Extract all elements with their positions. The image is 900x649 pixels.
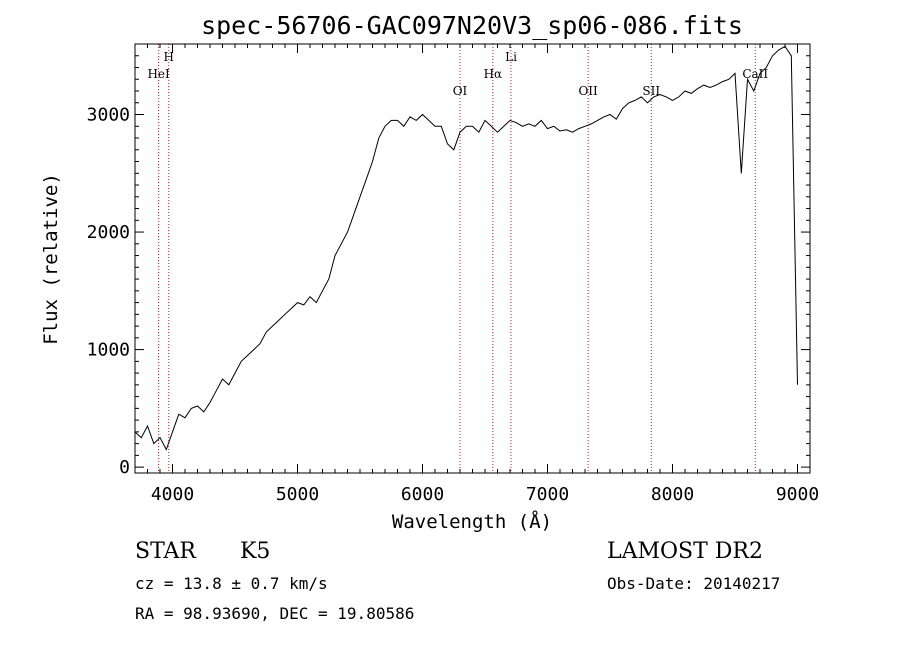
obs-date: Obs-Date: 20140217 — [607, 574, 780, 593]
x-tick-label: 4000 — [151, 484, 194, 505]
spectrum-line — [134, 45, 798, 451]
object-type: STAR — [135, 539, 197, 564]
x-axis-label: Wavelength (Å) — [392, 510, 552, 533]
y-tick-label: 1000 — [87, 340, 130, 361]
x-axis-ticks: 4000 5000 6000 7000 8000 9000 — [147, 44, 819, 505]
plot-frame — [134, 43, 811, 474]
y-axis-label: Flux (relative) — [40, 173, 62, 345]
x-tick-label: 6000 — [401, 484, 444, 505]
line-marker-label: CaII — [742, 67, 768, 81]
line-marker-label: SII — [642, 84, 660, 98]
line-marker-label: OII — [578, 84, 598, 98]
subclass: K5 — [240, 539, 270, 564]
x-tick-label: 5000 — [276, 484, 319, 505]
coordinates: RA = 98.93690, DEC = 19.80586 — [135, 604, 414, 623]
x-tick-label: 8000 — [651, 484, 694, 505]
y-tick-label: 0 — [119, 457, 130, 478]
chart-title: spec-56706-GAC097N20V3_sp06-086.fits — [201, 11, 743, 40]
line-marker-label: OI — [453, 84, 468, 98]
y-tick-label: 3000 — [87, 105, 130, 126]
y-axis-ticks: 0 1000 2000 3000 — [87, 55, 810, 478]
line-marker-label: H — [164, 50, 174, 64]
line-marker-label: Hα — [484, 67, 503, 81]
x-tick-label: 9000 — [776, 484, 819, 505]
x-tick-label: 7000 — [526, 484, 569, 505]
y-tick-label: 2000 — [87, 222, 130, 243]
line-marker-label: HeI — [147, 67, 170, 81]
redshift-readout: cz = 13.8 ± 0.7 km/s — [135, 574, 328, 593]
survey-name: LAMOST DR2 — [607, 539, 763, 564]
line-marker-label: Li — [505, 50, 517, 64]
